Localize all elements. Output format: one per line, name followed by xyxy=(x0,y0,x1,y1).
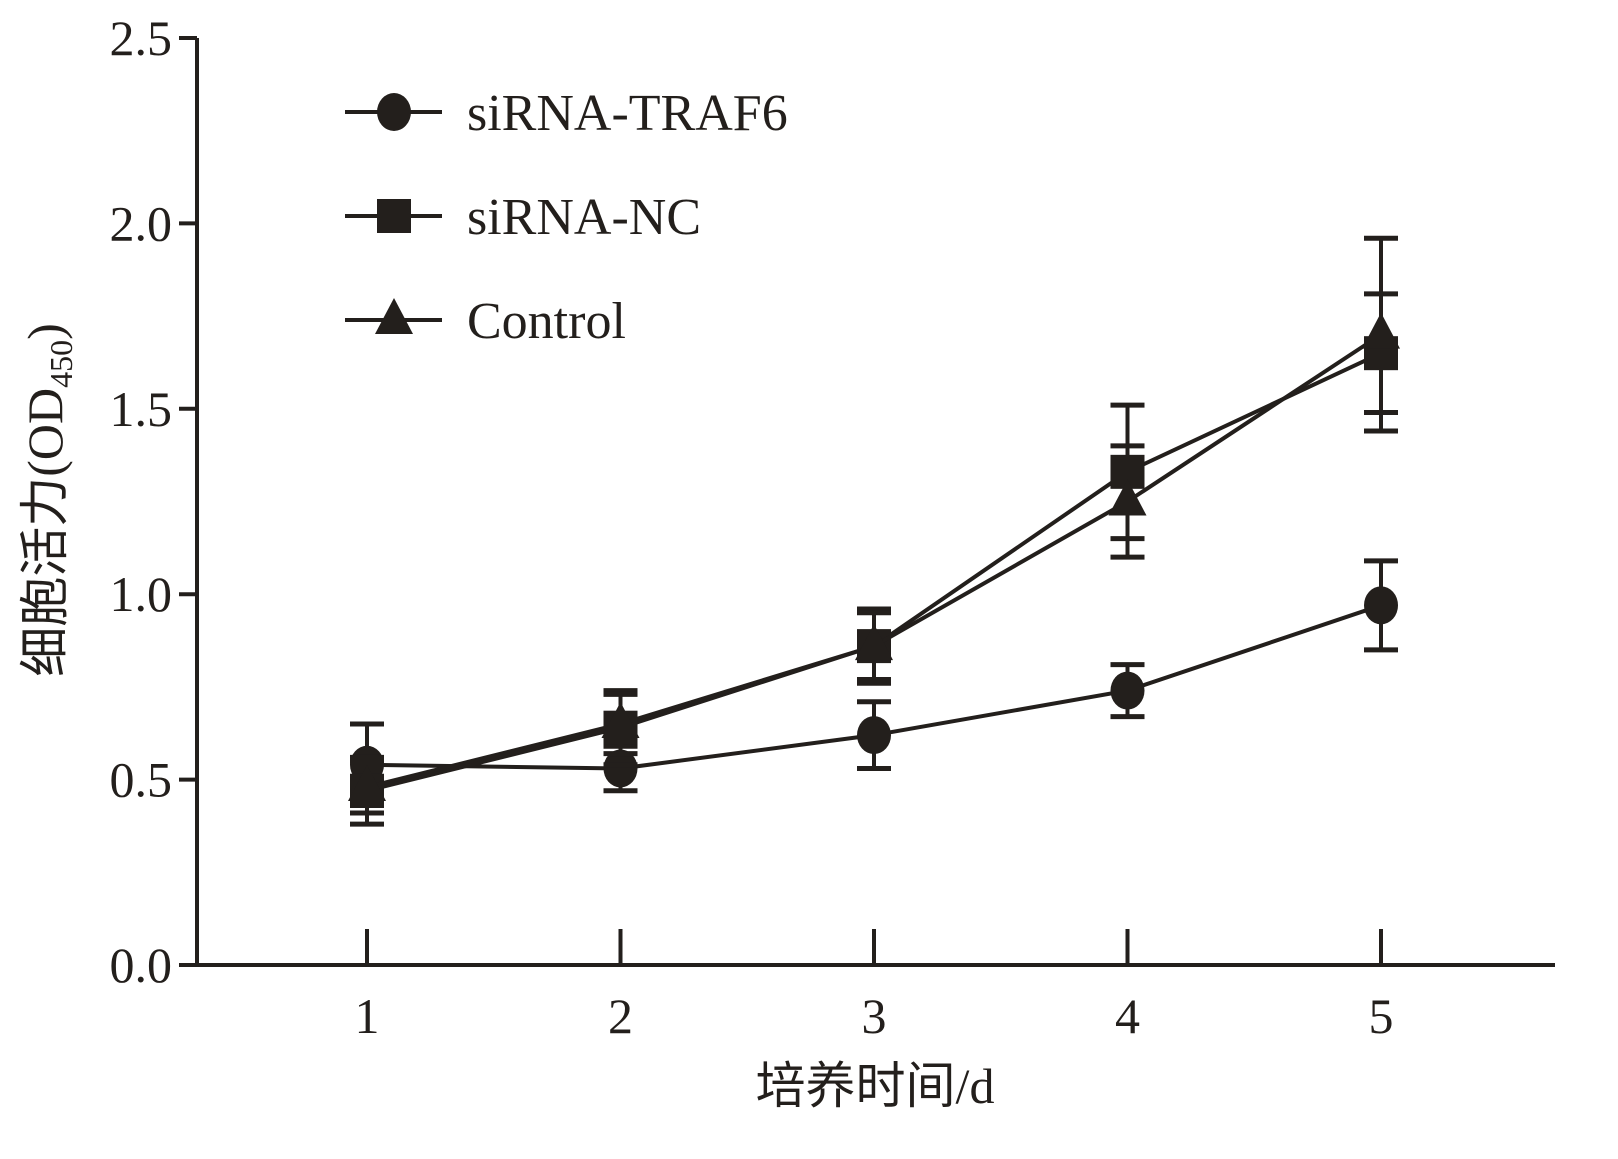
y-axis-title: 细胞活力(OD450) xyxy=(17,323,79,677)
triangle-marker xyxy=(1108,479,1147,516)
y-tick-label: 0.5 xyxy=(110,752,173,808)
y-tick-label: 2.5 xyxy=(110,10,173,66)
triangle-marker xyxy=(601,701,640,738)
y-tick-label: 1.5 xyxy=(110,381,173,437)
triangle-marker xyxy=(855,624,893,661)
x-tick-label: 3 xyxy=(862,988,887,1044)
legend-item: Control xyxy=(345,293,626,350)
x-tick-label: 2 xyxy=(608,988,633,1044)
square-marker xyxy=(377,199,411,233)
legend-item: siRNA-TRAF6 xyxy=(345,85,788,142)
x-tick-label: 5 xyxy=(1369,988,1394,1044)
circle-marker xyxy=(857,716,891,755)
triangle-marker xyxy=(375,298,413,334)
y-tick-label: 2.0 xyxy=(110,195,173,251)
legend-item: siRNA-NC xyxy=(345,189,701,246)
x-tick-label: 1 xyxy=(355,988,380,1044)
y-axis-title-close: ) xyxy=(17,323,73,340)
y-tick-label: 0.0 xyxy=(110,937,173,993)
triangle-marker xyxy=(348,765,386,802)
series-control xyxy=(348,235,1400,816)
circle-marker xyxy=(377,93,411,131)
x-tick-label: 4 xyxy=(1115,988,1140,1044)
circle-marker xyxy=(603,749,638,788)
legend-label: siRNA-NC xyxy=(467,189,701,246)
triangle-marker xyxy=(1362,312,1400,349)
legend-label: siRNA-TRAF6 xyxy=(467,85,788,142)
series-group xyxy=(348,235,1400,827)
legend: siRNA-TRAF6 siRNA-NC Control xyxy=(345,85,788,350)
legend-label: Control xyxy=(467,293,626,350)
circle-marker xyxy=(1110,671,1145,710)
tick-labels: 0.0 0.5 1.0 1.5 2.0 2.5 1 2 3 4 5 xyxy=(110,10,1394,1044)
circle-marker xyxy=(1364,586,1398,625)
y-axis-title-sub: 450 xyxy=(43,340,79,388)
y-axis-title-main: 细胞活力(OD xyxy=(17,388,73,677)
y-tick-label: 1.0 xyxy=(110,566,173,622)
x-axis-title: 培养时间/d xyxy=(756,1058,995,1114)
axes xyxy=(179,36,1555,967)
